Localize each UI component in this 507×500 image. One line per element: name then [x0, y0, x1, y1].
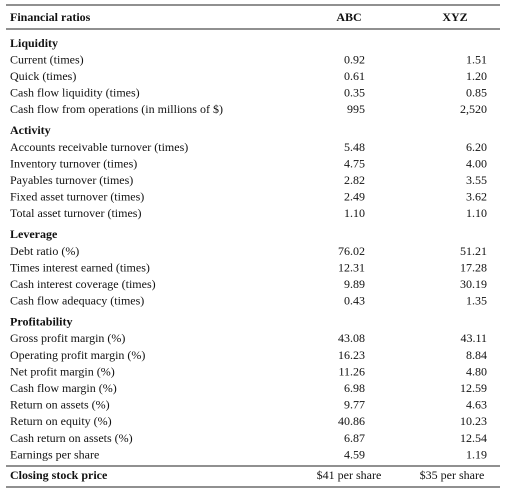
row-label: Debt ratio (%)	[10, 244, 79, 258]
row-label: Quick (times)	[10, 69, 76, 83]
cell-value: 0.43	[344, 294, 365, 308]
footer-label: Closing stock price	[10, 468, 108, 482]
cell-value: 4.59	[344, 447, 365, 461]
cell-value: 43.11	[460, 331, 487, 345]
row-label: Times interest earned (times)	[10, 260, 150, 274]
cell-value: 4.80	[466, 364, 487, 378]
cell-value: 6.87	[344, 431, 365, 445]
section-title: Profitability	[10, 315, 72, 329]
cell-value: 4.63	[466, 398, 487, 412]
row-label: Earnings per share	[10, 447, 99, 461]
cell-value: 5.48	[344, 140, 365, 154]
cell-value: 0.85	[466, 86, 487, 100]
cell-value: 3.55	[466, 173, 487, 187]
cell-value: 0.61	[344, 69, 365, 83]
row-label: Operating profit margin (%)	[10, 348, 145, 362]
cell-value: 1.20	[466, 69, 487, 83]
cell-value: 51.21	[460, 244, 487, 258]
row-label: Cash flow margin (%)	[10, 381, 117, 395]
cell-value: 6.20	[466, 140, 487, 154]
cell-value: 2,520	[460, 102, 487, 116]
cell-value: 12.54	[460, 431, 487, 445]
row-label: Accounts receivable turnover (times)	[10, 140, 188, 154]
row-label: Cash flow liquidity (times)	[10, 86, 140, 100]
row-label: Return on equity (%)	[10, 414, 112, 428]
cell-value: 40.86	[338, 414, 365, 428]
header-title: Financial ratios	[10, 10, 91, 24]
row-label: Inventory turnover (times)	[10, 156, 137, 170]
cell-value: 16.23	[338, 348, 365, 362]
section-title: Leverage	[10, 227, 58, 241]
section-title: Activity	[10, 123, 51, 137]
row-label: Cash return on assets (%)	[10, 431, 133, 445]
row-label: Cash interest coverage (times)	[10, 277, 156, 291]
cell-value: 17.28	[460, 260, 487, 274]
cell-value: 8.84	[466, 348, 487, 362]
cell-value: 12.31	[338, 260, 365, 274]
cell-value: 1.19	[466, 447, 487, 461]
cell-value: 3.62	[466, 190, 487, 204]
cell-value: 76.02	[338, 244, 365, 258]
column-header: ABC	[336, 10, 361, 24]
cell-value: 9.89	[344, 277, 365, 291]
cell-value: 0.35	[344, 86, 365, 100]
column-header: XYZ	[442, 10, 467, 24]
cell-value: 2.82	[344, 173, 365, 187]
cell-value: 1.35	[466, 294, 487, 308]
row-label: Current (times)	[10, 52, 84, 66]
row-label: Payables turnover (times)	[10, 173, 133, 187]
footer-value: $41 per share	[317, 468, 382, 482]
cell-value: 995	[347, 102, 365, 116]
cell-value: 4.75	[344, 156, 365, 170]
row-label: Fixed asset turnover (times)	[10, 190, 144, 204]
cell-value: 9.77	[344, 398, 365, 412]
cell-value: 6.98	[344, 381, 365, 395]
row-label: Return on assets (%)	[10, 398, 110, 412]
cell-value: 1.10	[466, 206, 487, 220]
footer-value: $35 per share	[420, 468, 485, 482]
cell-value: 30.19	[460, 277, 487, 291]
row-label: Cash flow from operations (in millions o…	[10, 102, 223, 116]
cell-value: 43.08	[338, 331, 365, 345]
row-label: Cash flow adequacy (times)	[10, 294, 144, 308]
row-label: Total asset turnover (times)	[10, 206, 141, 220]
row-label: Gross profit margin (%)	[10, 331, 125, 345]
row-label: Net profit margin (%)	[10, 364, 115, 378]
cell-value: 10.23	[460, 414, 487, 428]
cell-value: 11.26	[338, 364, 365, 378]
cell-value: 1.10	[344, 206, 365, 220]
cell-value: 0.92	[344, 52, 365, 66]
cell-value: 4.00	[466, 156, 487, 170]
section-title: Liquidity	[10, 36, 58, 50]
cell-value: 12.59	[460, 381, 487, 395]
cell-value: 1.51	[466, 52, 487, 66]
cell-value: 2.49	[344, 190, 365, 204]
